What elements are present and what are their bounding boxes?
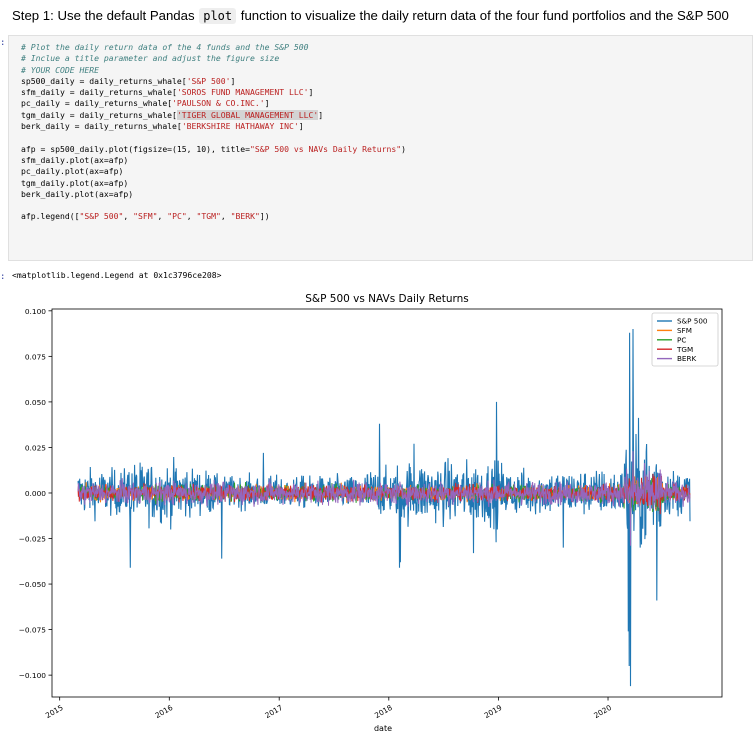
x-tick-label: 2017 [263, 703, 284, 720]
x-tick-label: 2020 [592, 703, 613, 720]
code-token: , [220, 211, 231, 222]
code-token: 'BERKSHIRE HATHAWAY INC' [181, 121, 299, 132]
code-line: sfm_daily.plot(ax=afp) [21, 155, 128, 165]
code-token: berk_daily = daily_returns_whale[ [21, 121, 182, 132]
code-token: , [186, 211, 197, 222]
code-line: berk_daily.plot(ax=afp) [21, 189, 133, 199]
code-line: tgm_daily = daily_returns_whale['TIGER G… [21, 109, 324, 120]
code-token: 'S&P 500' [186, 75, 231, 86]
step-heading: Step 1: Use the default Pandas plot func… [12, 6, 753, 26]
code-line: # YOUR CODE HERE [21, 65, 99, 75]
heading-suffix: function to visualize the daily return d… [237, 8, 729, 23]
legend-label: S&P 500 [677, 317, 708, 326]
code-token: sp500_daily = daily_returns_whale[ [21, 75, 187, 86]
code-token: , [157, 211, 168, 222]
code-line: pc_daily.plot(ax=afp) [21, 166, 123, 176]
legend-label: BERK [677, 354, 696, 363]
code-token: sfm_daily.plot(ax=afp) [21, 154, 129, 165]
code-token: # Plot the daily return data of the 4 fu… [21, 42, 309, 52]
daily-returns-chart: S&P 500 vs NAVs Daily Returns 0.100 0.075 0… [19, 293, 723, 733]
code-token: pc_daily.plot(ax=afp) [21, 166, 124, 177]
code-token: 'SOROS FUND MANAGEMENT LLC' [176, 87, 309, 98]
y-tick-label: 0.075 [25, 352, 46, 361]
code-token: afp.legend([ [21, 211, 80, 222]
code-token: # YOUR CODE HERE [21, 64, 99, 75]
x-tick-label: 2015 [44, 703, 65, 720]
code-line: afp = sp500_daily.plot(figsize=(15, 10),… [21, 144, 406, 154]
code-token: ) [401, 143, 406, 154]
code-token: "SFM" [133, 211, 158, 222]
code-editor[interactable]: # Plot the daily return data of the 4 fu… [21, 42, 406, 223]
input-prompt: : [0, 38, 6, 48]
code-line: sfm_daily = daily_returns_whale['SOROS F… [21, 87, 313, 97]
code-line: pc_daily = daily_returns_whale['PAULSON … [21, 98, 270, 108]
code-token: 'TIGER GLOBAL MANAGEMENT LLC' [176, 109, 319, 120]
code-token: tgm_daily.plot(ax=afp) [21, 177, 129, 188]
code-token: "PC" [167, 211, 187, 222]
x-tick-label: 2019 [483, 703, 504, 720]
code-token: ] [230, 75, 236, 86]
code-token: ] [308, 87, 314, 98]
code-line: tgm_daily.plot(ax=afp) [21, 178, 128, 188]
x-tick-label: 2016 [153, 703, 174, 720]
code-line: afp.legend(["S&P 500", "SFM", "PC", "TGM… [21, 211, 270, 221]
y-tick-label: −0.025 [19, 535, 47, 544]
code-token: sfm_daily = daily_returns_whale[ [21, 87, 177, 98]
legend-label: TGM [676, 345, 693, 354]
y-tick-label: 0.050 [25, 398, 46, 407]
code-line: # Plot the daily return data of the 4 fu… [21, 42, 309, 52]
plot-frame [51, 308, 723, 698]
code-token: ]) [259, 211, 270, 222]
code-line: sp500_daily = daily_returns_whale['S&P 5… [21, 76, 235, 86]
series-line-berk [77, 451, 691, 546]
output-text: <matplotlib.legend.Legend at 0x1c3796ce2… [12, 270, 222, 280]
y-tick-label: −0.050 [19, 580, 47, 589]
code-line: # Inclue a title parameter and adjust th… [21, 53, 279, 63]
chart-title: S&P 500 vs NAVs Daily Returns [305, 293, 469, 305]
series-line-s-p-500 [77, 328, 691, 687]
code-line: berk_daily = daily_returns_whale['BERKSH… [21, 121, 304, 131]
code-token: "TGM" [196, 211, 221, 222]
code-token: pc_daily = daily_returns_whale[ [21, 98, 173, 109]
x-tick-label: 2018 [373, 703, 394, 720]
code-token: # Inclue a title parameter and adjust th… [21, 53, 280, 64]
output-prompt: : [0, 272, 6, 282]
code-token: "BERK" [230, 211, 260, 222]
x-axis-label: date [374, 724, 392, 733]
chart-legend [651, 312, 719, 367]
heading-prefix: Step 1: Use the default Pandas [12, 8, 199, 23]
code-token: berk_daily.plot(ax=afp) [21, 188, 134, 199]
code-token: ] [318, 109, 324, 120]
legend-label: PC [677, 335, 686, 344]
code-token: , [123, 211, 134, 222]
y-tick-label: 0.100 [25, 307, 46, 316]
code-token: "S&P 500" [79, 211, 124, 222]
code-token: tgm_daily = daily_returns_whale[ [21, 109, 177, 120]
y-tick-label: 0.025 [25, 443, 46, 452]
heading-code: plot [199, 8, 237, 24]
y-tick-label: −0.100 [19, 671, 47, 680]
legend-label: SFM [677, 326, 692, 335]
code-cell[interactable]: # Plot the daily return data of the 4 fu… [8, 35, 753, 261]
code-token: afp = sp500_daily.plot(figsize=(15, 10),… [21, 143, 251, 154]
code-token: "S&P 500 vs NAVs Daily Returns" [250, 143, 402, 154]
code-token: ] [264, 98, 270, 109]
code-token: 'PAULSON & CO.INC.' [172, 98, 265, 109]
code-token: ] [298, 121, 304, 132]
y-tick-label: −0.075 [19, 626, 47, 635]
y-tick-label: 0.000 [25, 489, 46, 498]
